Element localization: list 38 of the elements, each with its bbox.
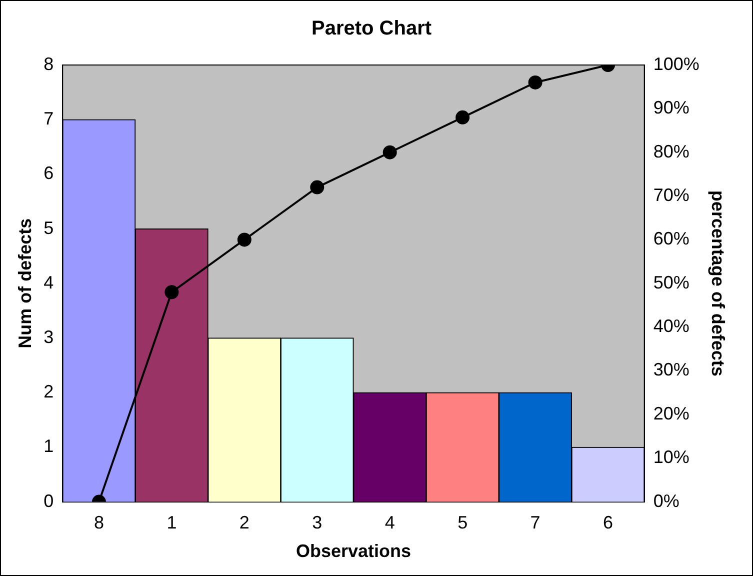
y2-tick-label: 70% <box>653 185 690 206</box>
y-tick-label: 4 <box>44 272 54 292</box>
x-tick-label: 1 <box>166 512 177 533</box>
y-axis-title: Num of defects <box>14 218 35 348</box>
point <box>382 145 397 160</box>
y-tick-label: 6 <box>44 163 54 184</box>
y2-tick-label: 40% <box>653 316 690 336</box>
y2-tick-label: 80% <box>653 141 690 162</box>
y2-tick-label: 10% <box>653 447 690 468</box>
y-tick-label: 5 <box>44 218 54 238</box>
x-tick-label: 2 <box>239 512 250 533</box>
y-tick-label: 0 <box>44 490 54 511</box>
y2-axis-title: percentage of defects <box>708 190 728 376</box>
chart-title: Pareto Chart <box>311 18 432 40</box>
x-tick-label: 7 <box>530 512 540 533</box>
x-tick-label: 8 <box>94 512 104 533</box>
x-tick-label: 6 <box>602 512 614 533</box>
y-tick-label: 1 <box>44 436 54 456</box>
x-axis-title: Observations <box>296 541 412 562</box>
y-tick-label: 3 <box>44 326 54 347</box>
point <box>237 232 252 247</box>
y2-tick-label: 50% <box>653 272 690 292</box>
y2-tick-label: 90% <box>653 98 690 118</box>
y2-tick-label: 100% <box>653 54 700 74</box>
point <box>164 285 179 300</box>
y2-tick-label: 0% <box>653 490 680 511</box>
x-tick-label: 5 <box>458 512 468 533</box>
y2-tick-label: 60% <box>653 228 690 249</box>
y2-tick-label: 20% <box>653 403 690 424</box>
y-tick-label: 2 <box>44 382 54 402</box>
point <box>456 110 470 124</box>
point <box>310 180 324 194</box>
x-tick-label: 3 <box>312 512 322 533</box>
point <box>528 75 542 90</box>
y2-tick-label: 30% <box>653 360 690 380</box>
y-tick-label: 7 <box>44 108 54 129</box>
x-tick-label: 4 <box>384 512 395 533</box>
y-tick-label: 8 <box>44 54 54 74</box>
